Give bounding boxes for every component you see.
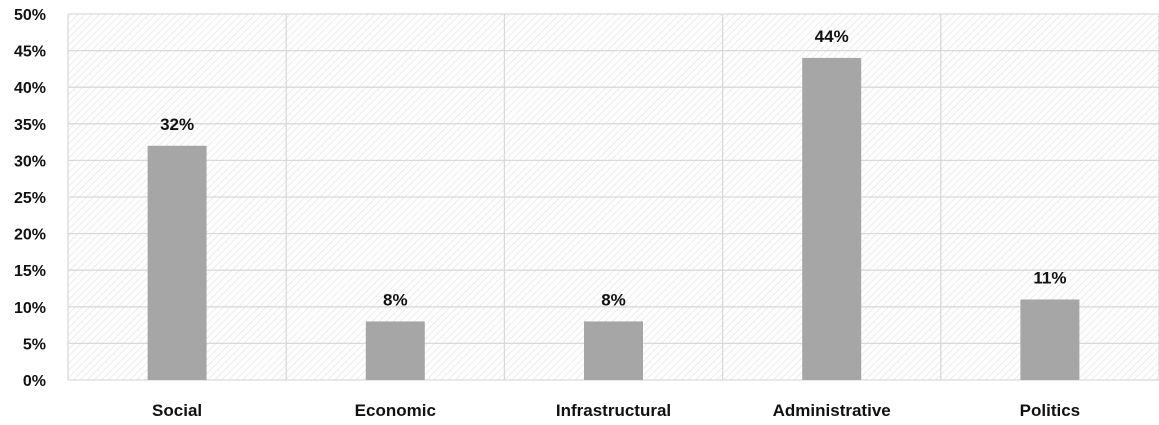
y-tick-label: 10%	[14, 300, 46, 317]
x-category-label: Economic	[355, 401, 436, 420]
data-label: 8%	[383, 290, 408, 309]
y-tick-label: 50%	[14, 7, 46, 24]
data-label: 11%	[1033, 268, 1066, 287]
x-axis: Social Economic Infrastructural Administrat…	[152, 401, 1080, 420]
bar-infrastructural	[584, 321, 643, 380]
y-tick-label: 40%	[14, 80, 46, 97]
data-label: 8%	[601, 290, 626, 309]
data-label: 44%	[815, 27, 849, 46]
x-category-label: Politics	[1020, 401, 1080, 420]
data-labels: 32% 8% 8% 44% 11%	[160, 27, 1066, 310]
bar-administrative	[802, 57, 862, 381]
y-tick-label: 5%	[23, 336, 46, 353]
bar-social	[147, 145, 207, 380]
y-tick-label: 45%	[14, 44, 46, 61]
y-tick-label: 0%	[23, 373, 46, 390]
y-tick-label: 35%	[14, 117, 46, 134]
y-tick-label: 30%	[14, 153, 46, 170]
y-tick-label: 20%	[14, 227, 46, 244]
bar-economic	[365, 321, 425, 380]
x-category-label: Social	[152, 401, 202, 420]
x-category-label: Administrative	[773, 401, 891, 420]
bars	[147, 57, 1080, 381]
y-axis: 0% 5% 10% 15% 20% 25% 30% 35% 40% 45% 50%	[14, 7, 46, 390]
data-label: 32%	[160, 115, 194, 134]
bar-politics	[1020, 299, 1080, 380]
x-category-label: Infrastructural	[556, 401, 671, 420]
y-tick-label: 15%	[14, 263, 46, 280]
y-tick-label: 25%	[14, 190, 46, 207]
gridlines	[67, 13, 1159, 381]
